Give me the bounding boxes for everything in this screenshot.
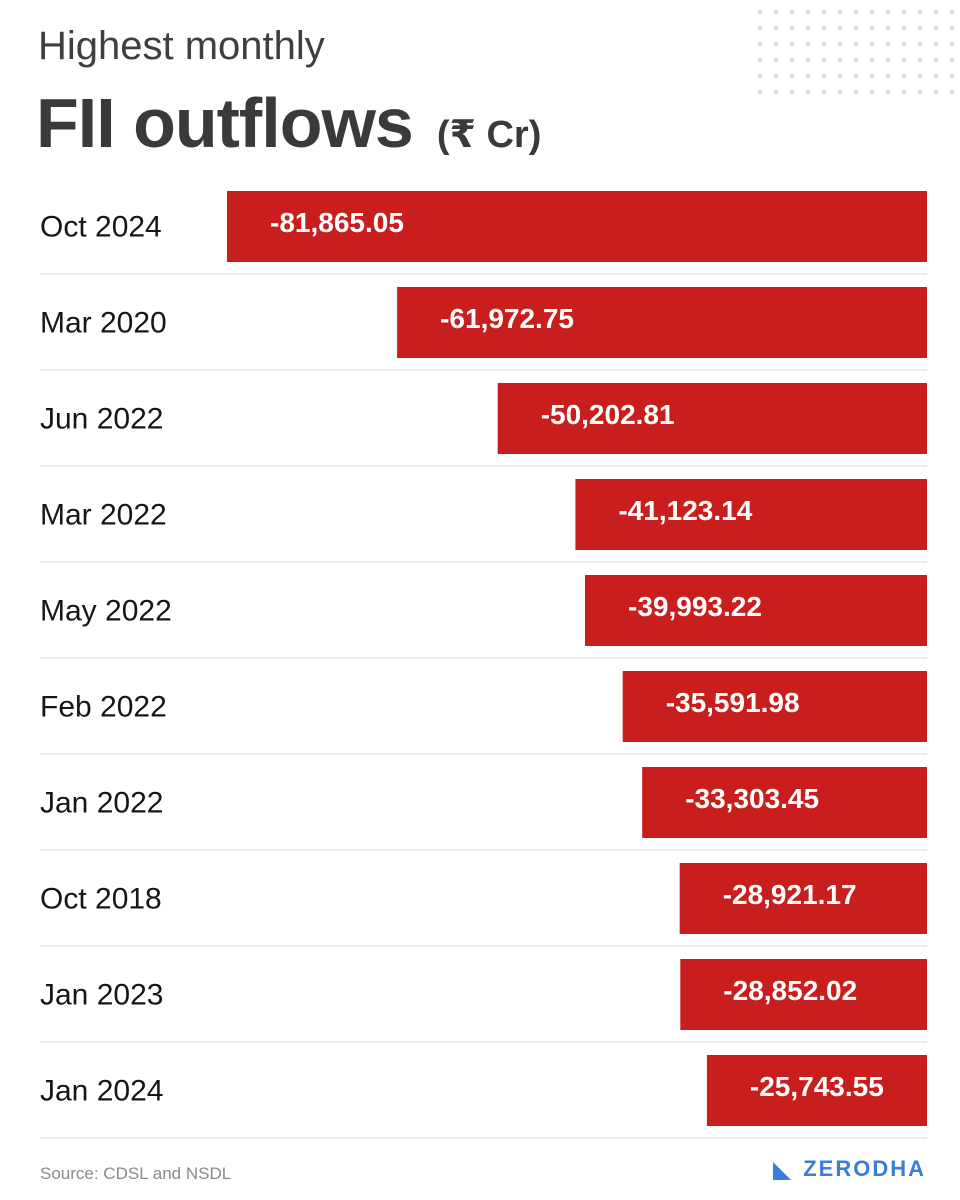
bar: [585, 575, 927, 646]
bar-value-label: -61,972.75: [440, 303, 574, 334]
bar: [642, 767, 927, 838]
dot-pattern-decoration: [748, 0, 960, 100]
bar-value-label: -50,202.81: [541, 399, 675, 430]
bar-value-label: -25,743.55: [750, 1071, 884, 1102]
bar: [497, 383, 927, 454]
brand-logo: ZERODHA: [773, 1156, 926, 1182]
bar-value-label: -39,993.22: [628, 591, 762, 622]
category-label: Mar 2020: [40, 306, 167, 339]
category-label: May 2022: [40, 594, 172, 627]
source-note: Source: CDSL and NSDL: [40, 1164, 232, 1183]
bar-value-label: -41,123.14: [618, 495, 752, 526]
bar-value-label: -28,921.17: [723, 879, 857, 910]
bar: [227, 191, 927, 262]
chart-title: FII outflows: [36, 84, 414, 162]
category-label: Feb 2022: [40, 690, 167, 723]
zerodha-logo-icon: [773, 1162, 792, 1180]
unit-label: (₹ Cr): [436, 114, 542, 156]
brand-name: ZERODHA: [803, 1156, 926, 1181]
category-label: Oct 2024: [40, 210, 162, 243]
bar-value-label: -33,303.45: [685, 783, 819, 814]
bar-chart: -81,865.05 Oct 2024 -61,972.75 Mar 2020 -50,…: [40, 191, 928, 1139]
bar: [680, 959, 927, 1030]
category-label: Mar 2022: [40, 498, 167, 531]
bar-value-label: -81,865.05: [270, 207, 404, 238]
category-label: Jan 2024: [40, 1074, 163, 1107]
category-label: Oct 2018: [40, 882, 162, 915]
category-label: Jan 2022: [40, 786, 163, 819]
category-label: Jan 2023: [40, 978, 163, 1011]
category-label: Jun 2022: [40, 402, 163, 435]
bar: [622, 671, 927, 742]
bar: [706, 1055, 927, 1126]
bar: [397, 287, 928, 358]
bar-value-label: -35,591.98: [666, 687, 800, 718]
chart-subtitle: Highest monthly: [38, 24, 325, 68]
bar-value-label: -28,852.02: [723, 975, 857, 1006]
bar: [679, 863, 927, 934]
title-row: FII outflows (₹ Cr): [36, 88, 541, 158]
bar: [575, 479, 927, 550]
